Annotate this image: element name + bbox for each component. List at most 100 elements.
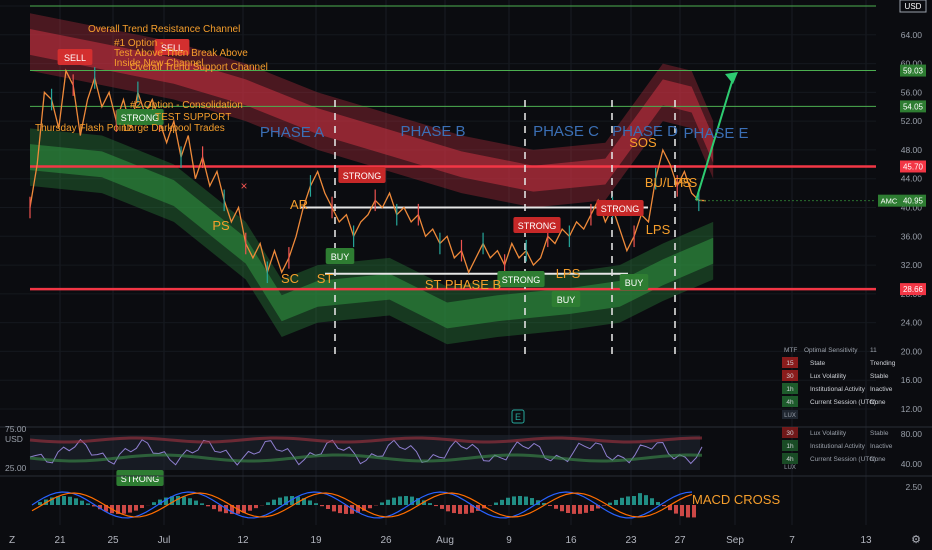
sell-badge [154, 39, 190, 55]
oscillator-resistance-band [29, 436, 703, 444]
macd-histogram-bar [338, 505, 342, 514]
note-darkpool: Large Darkpool Trades [123, 123, 225, 134]
strong-buy-badge-label: STRONG [121, 474, 160, 484]
macd-histogram-bar [326, 505, 330, 510]
table-tf-cell [782, 370, 798, 381]
note-test-support: TEST SUPPORT [155, 112, 231, 123]
macd-histogram-bar [644, 495, 648, 505]
osc-table-row-value: Stable [870, 430, 889, 437]
sell-badge [57, 49, 93, 65]
price-level-tag-label: 59.03 [903, 67, 924, 76]
buy-badge [619, 274, 649, 290]
osc-table-tf-cell [782, 427, 798, 438]
time-axis-label: 21 [54, 535, 66, 546]
buy-badge-label: BUY [557, 295, 576, 305]
macd-histogram-bar [398, 496, 402, 505]
macd-histogram-bar [62, 496, 66, 505]
price-tick-label: 12.00 [901, 404, 923, 414]
osc-left-label: 25.00 [5, 463, 27, 473]
price-tick-label: 24.00 [901, 318, 923, 328]
macd-histogram-bar [272, 499, 276, 505]
price-tick-label: 16.00 [901, 375, 923, 385]
macd-histogram-bar [116, 505, 120, 514]
table-header-mtf: MTF [784, 347, 797, 354]
macd-histogram-bar [284, 496, 288, 505]
buy-badge [325, 248, 355, 264]
macd-histogram-bar [626, 496, 630, 505]
buy-badge [551, 291, 581, 307]
macd-histogram-bar [74, 498, 78, 505]
time-axis-label: 23 [625, 535, 637, 546]
macd-histogram-bar [182, 496, 186, 505]
wyckoff-label: PS [212, 218, 230, 233]
macd-histogram-bar [98, 505, 102, 510]
macd-histogram-bar [200, 503, 204, 505]
macd-histogram-bar [56, 496, 60, 505]
osc-table-row-value: None [870, 456, 886, 463]
macd-histogram-bar [428, 503, 432, 505]
strong-sell-badge-label: STRONG [343, 171, 382, 181]
phase-dividers [334, 100, 676, 358]
macd-histogram-bar [410, 496, 414, 505]
price-tick-label: 20.00 [901, 346, 923, 356]
time-axis-label: 19 [310, 535, 322, 546]
strong-buy-badge [116, 470, 164, 486]
phase-label: PHASE D [612, 123, 678, 140]
macd-histogram-bar [254, 505, 258, 509]
macd-histogram-bar [596, 505, 600, 509]
price-tick-label: 36.00 [901, 231, 923, 241]
note-option-2: #2 Option - Consolidation [130, 100, 243, 111]
wyckoff-label: ST PHASE B [425, 277, 501, 292]
signal-badges: SELL SELL STRONG STRONG STRONG STRONG STRONG BU… [57, 39, 649, 486]
macd-histogram-bar [320, 505, 324, 507]
macd-histogram-bar [230, 505, 234, 514]
time-axis: 21 25 Jul 12 19 26 Aug 9 16 23 27 Sep 7 13 Z ⚙ [0, 527, 932, 550]
macd-histogram-bar [158, 499, 162, 505]
macd-histogram-bar [548, 505, 552, 506]
macd-histogram-bar [554, 505, 558, 509]
phase-label: PHASE C [533, 123, 599, 140]
table-tf-label: 15 [786, 360, 794, 367]
macd-histogram-bar [86, 503, 90, 505]
symbol-tag [878, 194, 900, 207]
price-tick-label: 56.00 [901, 87, 923, 97]
note-resistance-channel: Overall Trend Resistance Channel [88, 24, 240, 35]
strong-sell-badge-label: STRONG [601, 204, 640, 214]
osc-table-footer-label: LUX [784, 465, 796, 471]
macd-histogram-bar [668, 505, 672, 511]
table-tf-label: 1h [786, 386, 794, 393]
macd-histogram-bar [572, 505, 576, 514]
last-price-tag [900, 194, 926, 207]
macd-histogram-bar [170, 496, 174, 505]
macd-histogram-bar [530, 498, 534, 505]
macd-histogram-bar [266, 502, 270, 505]
macd-histogram-bar [404, 496, 408, 505]
time-axis-label: 9 [506, 535, 512, 546]
macd-histogram-bar [674, 505, 678, 514]
macd-histogram-bar [128, 505, 132, 513]
price-tick-label: 48.00 [901, 145, 923, 155]
price-tick-label: 32.00 [901, 260, 923, 270]
wyckoff-label: PS [680, 175, 698, 190]
price-level-tag-label: 45.70 [903, 162, 924, 171]
strong-sell-badge [596, 200, 644, 216]
table-row-name: Lux Volatility [810, 373, 847, 380]
macd-histogram-bar [440, 505, 444, 509]
time-axis-bg [0, 527, 932, 550]
sell-badge-label: SELL [161, 43, 183, 53]
price-tick-label: 40.00 [901, 203, 923, 213]
macd-cross-label: MACD CROSS [692, 492, 780, 507]
osc-table-tf-cell [782, 440, 798, 451]
time-axis-label: Aug [436, 535, 454, 546]
macd-histogram-bar [584, 505, 588, 513]
wyckoff-label: LPS [556, 266, 581, 281]
macd-histogram-bar [602, 505, 606, 506]
table-row-value: Inactive [870, 386, 893, 393]
macd-histogram-bar [134, 505, 138, 511]
phase-label: PHASE B [400, 123, 465, 140]
macd-histogram-bar [692, 505, 696, 518]
price-level-tag [900, 64, 926, 77]
price-tick-label: 60.00 [901, 59, 923, 69]
macd-histogram-bar [188, 498, 192, 505]
